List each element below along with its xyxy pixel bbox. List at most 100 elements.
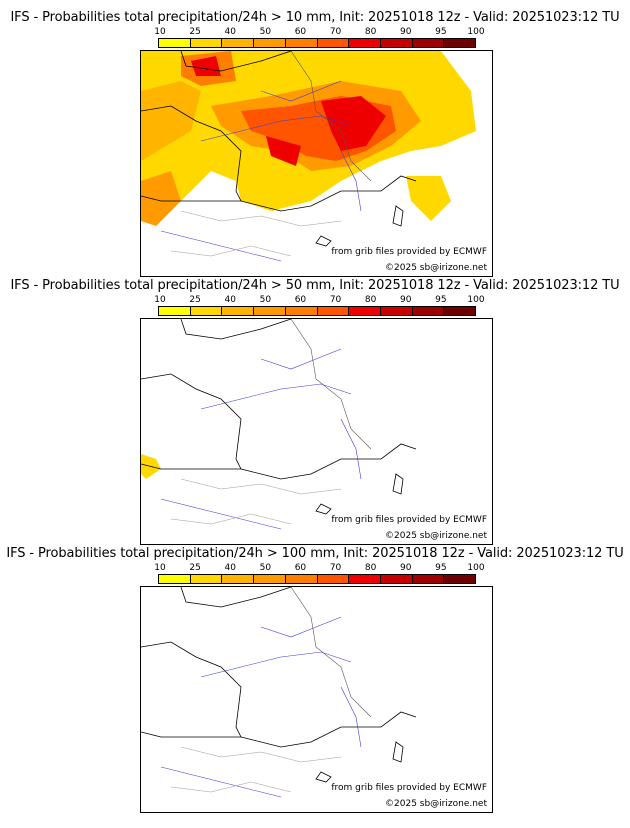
- colorbar-cell: [444, 575, 476, 583]
- colorbar-cell: [222, 39, 255, 47]
- coastline: [141, 373, 242, 470]
- map-panel-100mm: IFS - Probabilities total precipitation/…: [0, 546, 630, 814]
- colorbar-cell: [222, 575, 255, 583]
- river: [160, 766, 282, 798]
- colorbar-cell: [159, 307, 191, 315]
- colorbar-tick-label: 40: [224, 27, 236, 37]
- coastline-north: [180, 587, 292, 608]
- balearic: [315, 235, 332, 247]
- balearic: [315, 771, 332, 783]
- colorbar-cell: [380, 307, 413, 315]
- coastline: [141, 641, 242, 738]
- colorbar-cell: [285, 39, 318, 47]
- colorbar-tick-label: 60: [294, 563, 307, 573]
- colorbar-cell: [444, 39, 476, 47]
- map-panel-50mm: IFS - Probabilities total precipitation/…: [0, 278, 630, 546]
- colorbar-cell: [412, 307, 445, 315]
- border: [290, 587, 372, 718]
- corsica: [392, 741, 404, 763]
- colorbar-tick-label: 60: [294, 27, 307, 37]
- regional-boundaries: [170, 210, 342, 257]
- colorbar-tick-label: 95: [435, 563, 447, 573]
- prob-area-50b: [141, 171, 181, 226]
- colorbar-tick-label: 100: [467, 563, 485, 573]
- colorbar-cell: [380, 39, 413, 47]
- colorbar-tick-label: 50: [259, 27, 272, 37]
- colorbar-ticks: 10 25 40 50 60 70 80 90 95 100: [154, 27, 484, 39]
- colorbar-cell: [254, 307, 286, 315]
- data-credit: from grib files provided by ECMWF: [331, 247, 487, 257]
- colorbar-cell: [254, 39, 286, 47]
- copyright: ©2025 sb@irizone.net: [385, 531, 487, 541]
- colorbar-cell: [222, 307, 255, 315]
- colorbar-tick-label: 60: [294, 295, 307, 305]
- colorbar-cell: [317, 307, 350, 315]
- colorbar-tick-label: 50: [259, 563, 272, 573]
- coastline-med: [240, 175, 417, 212]
- colorbar-tick-label: 40: [224, 563, 236, 573]
- colorbar-tick-label: 100: [467, 295, 485, 305]
- probability-map: from grib files provided by ECMWF ©2025 …: [140, 318, 493, 545]
- data-credit: from grib files provided by ECMWF: [331, 515, 487, 525]
- river: [340, 418, 362, 480]
- colorbar-tick-label: 95: [435, 295, 447, 305]
- copyright: ©2025 sb@irizone.net: [385, 263, 487, 273]
- river: [200, 115, 352, 142]
- colorbar-tick-label: 25: [189, 27, 201, 37]
- coastline: [141, 105, 242, 202]
- colorbar-cell: [349, 307, 381, 315]
- colorbar-cell: [285, 307, 318, 315]
- colorbar-cell: [317, 39, 350, 47]
- colorbar-cell: [349, 39, 381, 47]
- colorbar-cell: [254, 575, 286, 583]
- panel-title: IFS - Probabilities total precipitation/…: [10, 10, 620, 25]
- probability-map: from grib files provided by ECMWF ©2025 …: [140, 50, 493, 277]
- coastline-north: [180, 51, 292, 72]
- colorbar-tick-label: 70: [329, 27, 342, 37]
- regional-boundaries: [170, 478, 342, 525]
- colorbar-cell: [159, 39, 191, 47]
- balearic: [315, 503, 332, 515]
- colorbar-tick-label: 70: [329, 563, 342, 573]
- probability-map: from grib files provided by ECMWF ©2025 …: [140, 586, 493, 813]
- colorbar-ticks: 10 25 40 50 60 70 80 90 95 100: [154, 563, 484, 575]
- coastline-med: [240, 711, 417, 748]
- panel-title: IFS - Probabilities total precipitation/…: [6, 546, 624, 561]
- prob-area-80: [191, 56, 221, 76]
- colorbar-tick-label: 10: [154, 295, 166, 305]
- colorbar-tick-label: 90: [400, 295, 412, 305]
- river: [340, 686, 362, 748]
- colorbar-tick-label: 80: [364, 27, 377, 37]
- colorbar-tick-label: 10: [154, 563, 166, 573]
- colorbar-tick-label: 25: [189, 295, 201, 305]
- prob-area-80b: [321, 96, 386, 151]
- colorbar-cell: [349, 575, 381, 583]
- border: [290, 319, 372, 450]
- coastline-north: [180, 319, 292, 340]
- river: [260, 348, 342, 370]
- river: [160, 498, 282, 530]
- map-svg: [141, 319, 492, 544]
- corsica: [392, 473, 404, 495]
- map-panel-10mm: IFS - Probabilities total precipitation/…: [0, 10, 630, 278]
- colorbar-tick-label: 90: [400, 27, 412, 37]
- colorbar-cell: [190, 39, 223, 47]
- river: [160, 230, 282, 262]
- colorbar-cell: [412, 575, 445, 583]
- colorbar-tick-label: 10: [154, 27, 166, 37]
- colorbar-tick-label: 100: [467, 27, 485, 37]
- colorbar-ticks: 10 25 40 50 60 70 80 90 95 100: [154, 295, 484, 307]
- colorbar-cell: [412, 39, 445, 47]
- colorbar-cell: [444, 307, 476, 315]
- copyright: ©2025 sb@irizone.net: [385, 799, 487, 809]
- colorbar-tick-label: 90: [400, 563, 412, 573]
- colorbar-cell: [190, 307, 223, 315]
- river: [260, 616, 342, 638]
- corsica: [392, 205, 404, 227]
- colorbar: [158, 306, 476, 316]
- river: [340, 150, 362, 212]
- colorbar-cell: [317, 575, 350, 583]
- border: [290, 51, 372, 182]
- panel-title: IFS - Probabilities total precipitation/…: [10, 278, 620, 293]
- regional-boundaries: [170, 746, 342, 793]
